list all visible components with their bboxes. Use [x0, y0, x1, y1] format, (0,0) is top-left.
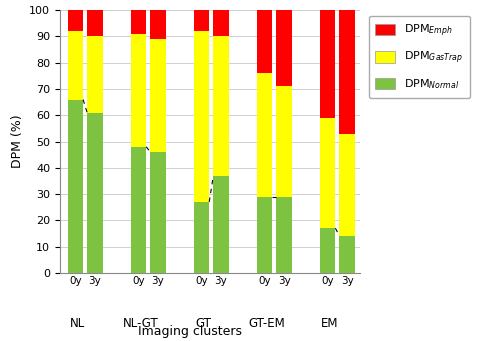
Bar: [257, 10, 272, 73]
Bar: [131, 34, 146, 147]
Bar: [87, 113, 102, 273]
Bar: [150, 10, 166, 39]
Bar: [257, 197, 272, 273]
Bar: [68, 10, 83, 31]
Y-axis label: DPM (%): DPM (%): [10, 115, 24, 168]
Bar: [214, 36, 228, 176]
Bar: [131, 10, 146, 34]
Text: GT: GT: [196, 317, 212, 330]
Bar: [194, 31, 209, 202]
Text: NL-GT: NL-GT: [122, 317, 158, 330]
Bar: [320, 118, 336, 228]
Text: GT-EM: GT-EM: [248, 317, 285, 330]
Text: NL: NL: [70, 317, 85, 330]
Bar: [214, 176, 228, 273]
Bar: [87, 36, 102, 113]
Bar: [257, 73, 272, 197]
Legend: DPM$_{Emph}$, DPM$_{GasTrap}$, DPM$_{Normal}$: DPM$_{Emph}$, DPM$_{GasTrap}$, DPM$_{Nor…: [368, 16, 470, 98]
Bar: [276, 197, 292, 273]
Bar: [276, 10, 292, 86]
Bar: [150, 152, 166, 273]
Text: EM: EM: [321, 317, 338, 330]
Bar: [68, 31, 83, 100]
Bar: [320, 10, 336, 118]
Bar: [340, 134, 355, 236]
Bar: [194, 10, 209, 31]
Bar: [194, 202, 209, 273]
Bar: [340, 236, 355, 273]
Text: Imaging clusters: Imaging clusters: [138, 325, 242, 338]
Bar: [320, 228, 336, 273]
Bar: [214, 10, 228, 36]
Bar: [276, 86, 292, 197]
Bar: [131, 147, 146, 273]
Bar: [340, 10, 355, 134]
Bar: [150, 39, 166, 152]
Bar: [68, 100, 83, 273]
Bar: [87, 10, 102, 36]
